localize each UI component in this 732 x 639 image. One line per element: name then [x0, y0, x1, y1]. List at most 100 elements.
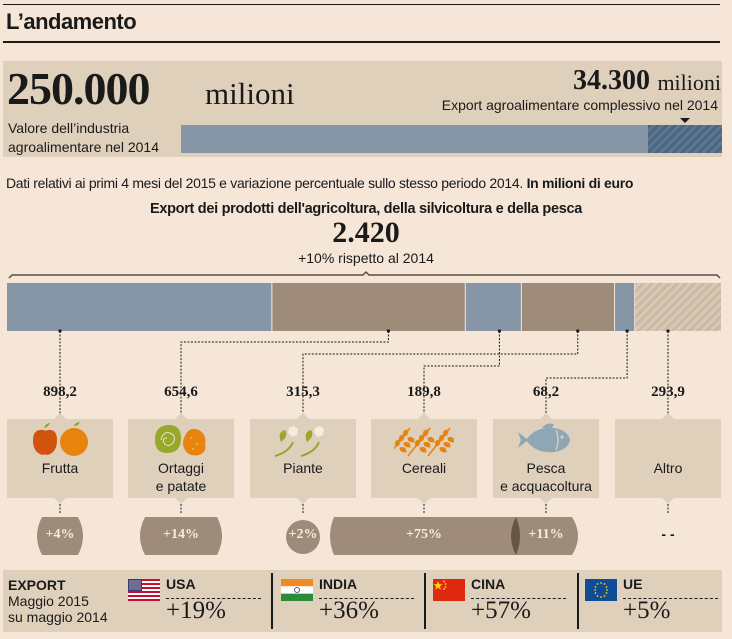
change-label: +11% [528, 527, 564, 542]
industry-unit: milioni [205, 76, 295, 111]
change-label: +75% [406, 527, 442, 542]
industry-caption-line1: Valore dell’industria [8, 120, 130, 136]
country-value-india: +36% [319, 597, 379, 624]
change-label-nodata: - - [661, 526, 675, 542]
connector-line [302, 331, 579, 417]
bar-segment-pesca-e-acquacoltura [615, 283, 635, 331]
change-pill [37, 517, 83, 555]
connector-dot [58, 329, 62, 333]
value-label: 293,9 [651, 384, 685, 400]
category-label: Ortaggi e patate [128, 459, 234, 495]
category-card: Frutta [7, 413, 113, 504]
country-name-india: INDIA [319, 576, 358, 592]
country-name-usa: USA [166, 576, 196, 592]
change-label: +2% [288, 527, 318, 542]
chart-title: Export dei prodotti dell'agricoltura, de… [149, 201, 583, 217]
india-flag-icon [281, 579, 313, 601]
top-rule [3, 4, 720, 5]
column-separator [577, 573, 579, 629]
category-card: Ortaggi e patate [128, 413, 234, 504]
industry-value: 250.000 [7, 63, 150, 114]
export-total-unit: milioni [657, 70, 721, 95]
category-label-line2: e patate [155, 478, 207, 494]
page-title: L’andamento [6, 9, 137, 34]
category-card: Cereali [371, 413, 477, 504]
category-label-line2: e acquacoltura [500, 478, 592, 494]
export-may-title: EXPORT [8, 577, 66, 593]
chart-total-change: +10% rispetto al 2014 [298, 250, 434, 266]
category-label-line1: Ortaggi [158, 460, 204, 476]
change-label: +14% [163, 527, 199, 542]
category-label-line1: Piante [283, 460, 323, 476]
category-card: Altro [615, 413, 721, 504]
change-pill [140, 517, 222, 555]
data-note-text: Dati relativi ai primi 4 mesi del 2015 e… [6, 175, 527, 191]
country-value-usa: +19% [166, 597, 226, 624]
country-value-cina: +57% [471, 597, 531, 624]
arrow-down-icon [680, 118, 690, 123]
connector-dot [386, 329, 391, 333]
us-flag-icon [128, 579, 160, 601]
connector-line [423, 331, 500, 417]
data-note: Dati relativi ai primi 4 mesi del 2015 e… [6, 175, 633, 191]
export-may-line3: su maggio 2014 [8, 609, 108, 625]
title-rule [3, 41, 720, 43]
category-card: Piante [250, 413, 356, 504]
total-bracket [8, 270, 721, 279]
connector-dot [576, 329, 580, 333]
category-label-line1: Pesca [526, 460, 566, 476]
export-may-label: EXPORT Maggio 2015 su maggio 2014 [8, 577, 108, 625]
divider-dotted [471, 598, 566, 599]
vegetables-icon [151, 422, 211, 458]
divider-dotted [623, 598, 718, 599]
connector-dot [497, 329, 502, 333]
divider-dotted [319, 598, 414, 599]
category-label: Piante [250, 459, 356, 477]
change-pill [286, 520, 320, 554]
data-note-unit: In milioni di euro [526, 175, 634, 191]
export-share-bar [648, 125, 722, 153]
value-label: 898,2 [43, 384, 77, 400]
export-total-caption: Export agroalimentare complessivo nel 20… [441, 97, 718, 113]
export-may-line2: Maggio 2015 [8, 593, 89, 609]
value-label: 189,8 [407, 384, 441, 400]
china-flag-icon [433, 579, 465, 601]
fish-icon [516, 422, 576, 458]
value-label: 654,6 [164, 384, 198, 400]
country-name-ue: UE [623, 576, 643, 592]
connector-dot [625, 329, 629, 333]
bar-segment-ortaggi-e-patate [272, 283, 465, 331]
industry-bar [181, 125, 722, 153]
export-total-value: 34.300 [573, 65, 650, 96]
connector-line [180, 331, 389, 417]
bar-segment-frutta [7, 283, 272, 331]
divider-dotted [166, 598, 261, 599]
column-separator [424, 573, 426, 629]
category-label: Pesca e acquacoltura [493, 459, 599, 495]
wheat-icon [387, 422, 455, 458]
category-label: Altro [615, 459, 721, 477]
category-card: Pesca e acquacoltura [493, 413, 599, 504]
fruit-icon [30, 422, 90, 458]
bar-segment-cereali [465, 283, 521, 331]
category-label-line1: Altro [653, 460, 683, 476]
column-separator [271, 573, 273, 629]
bar-segment-altro [635, 283, 721, 331]
chart-total: 2.420 [332, 216, 400, 249]
eu-flag-icon [585, 579, 617, 601]
category-label: Cereali [371, 459, 477, 477]
change-label: +4% [45, 527, 75, 542]
country-name-cina: CINA [471, 576, 506, 592]
value-label: 315,3 [286, 384, 320, 400]
connector-line [545, 331, 628, 417]
category-label: Frutta [7, 459, 113, 477]
industry-caption: Valore dell’industria agroalimentare nel… [8, 119, 178, 157]
country-value-ue: +5% [623, 597, 671, 624]
category-label-line1: Frutta [41, 460, 79, 476]
value-label: 68,2 [532, 384, 560, 400]
bar-segment-piante [521, 283, 615, 331]
cylinder-cap [511, 517, 520, 555]
plants-icon [273, 422, 333, 458]
industry-caption-line2: agroalimentare nel 2014 [8, 139, 159, 155]
